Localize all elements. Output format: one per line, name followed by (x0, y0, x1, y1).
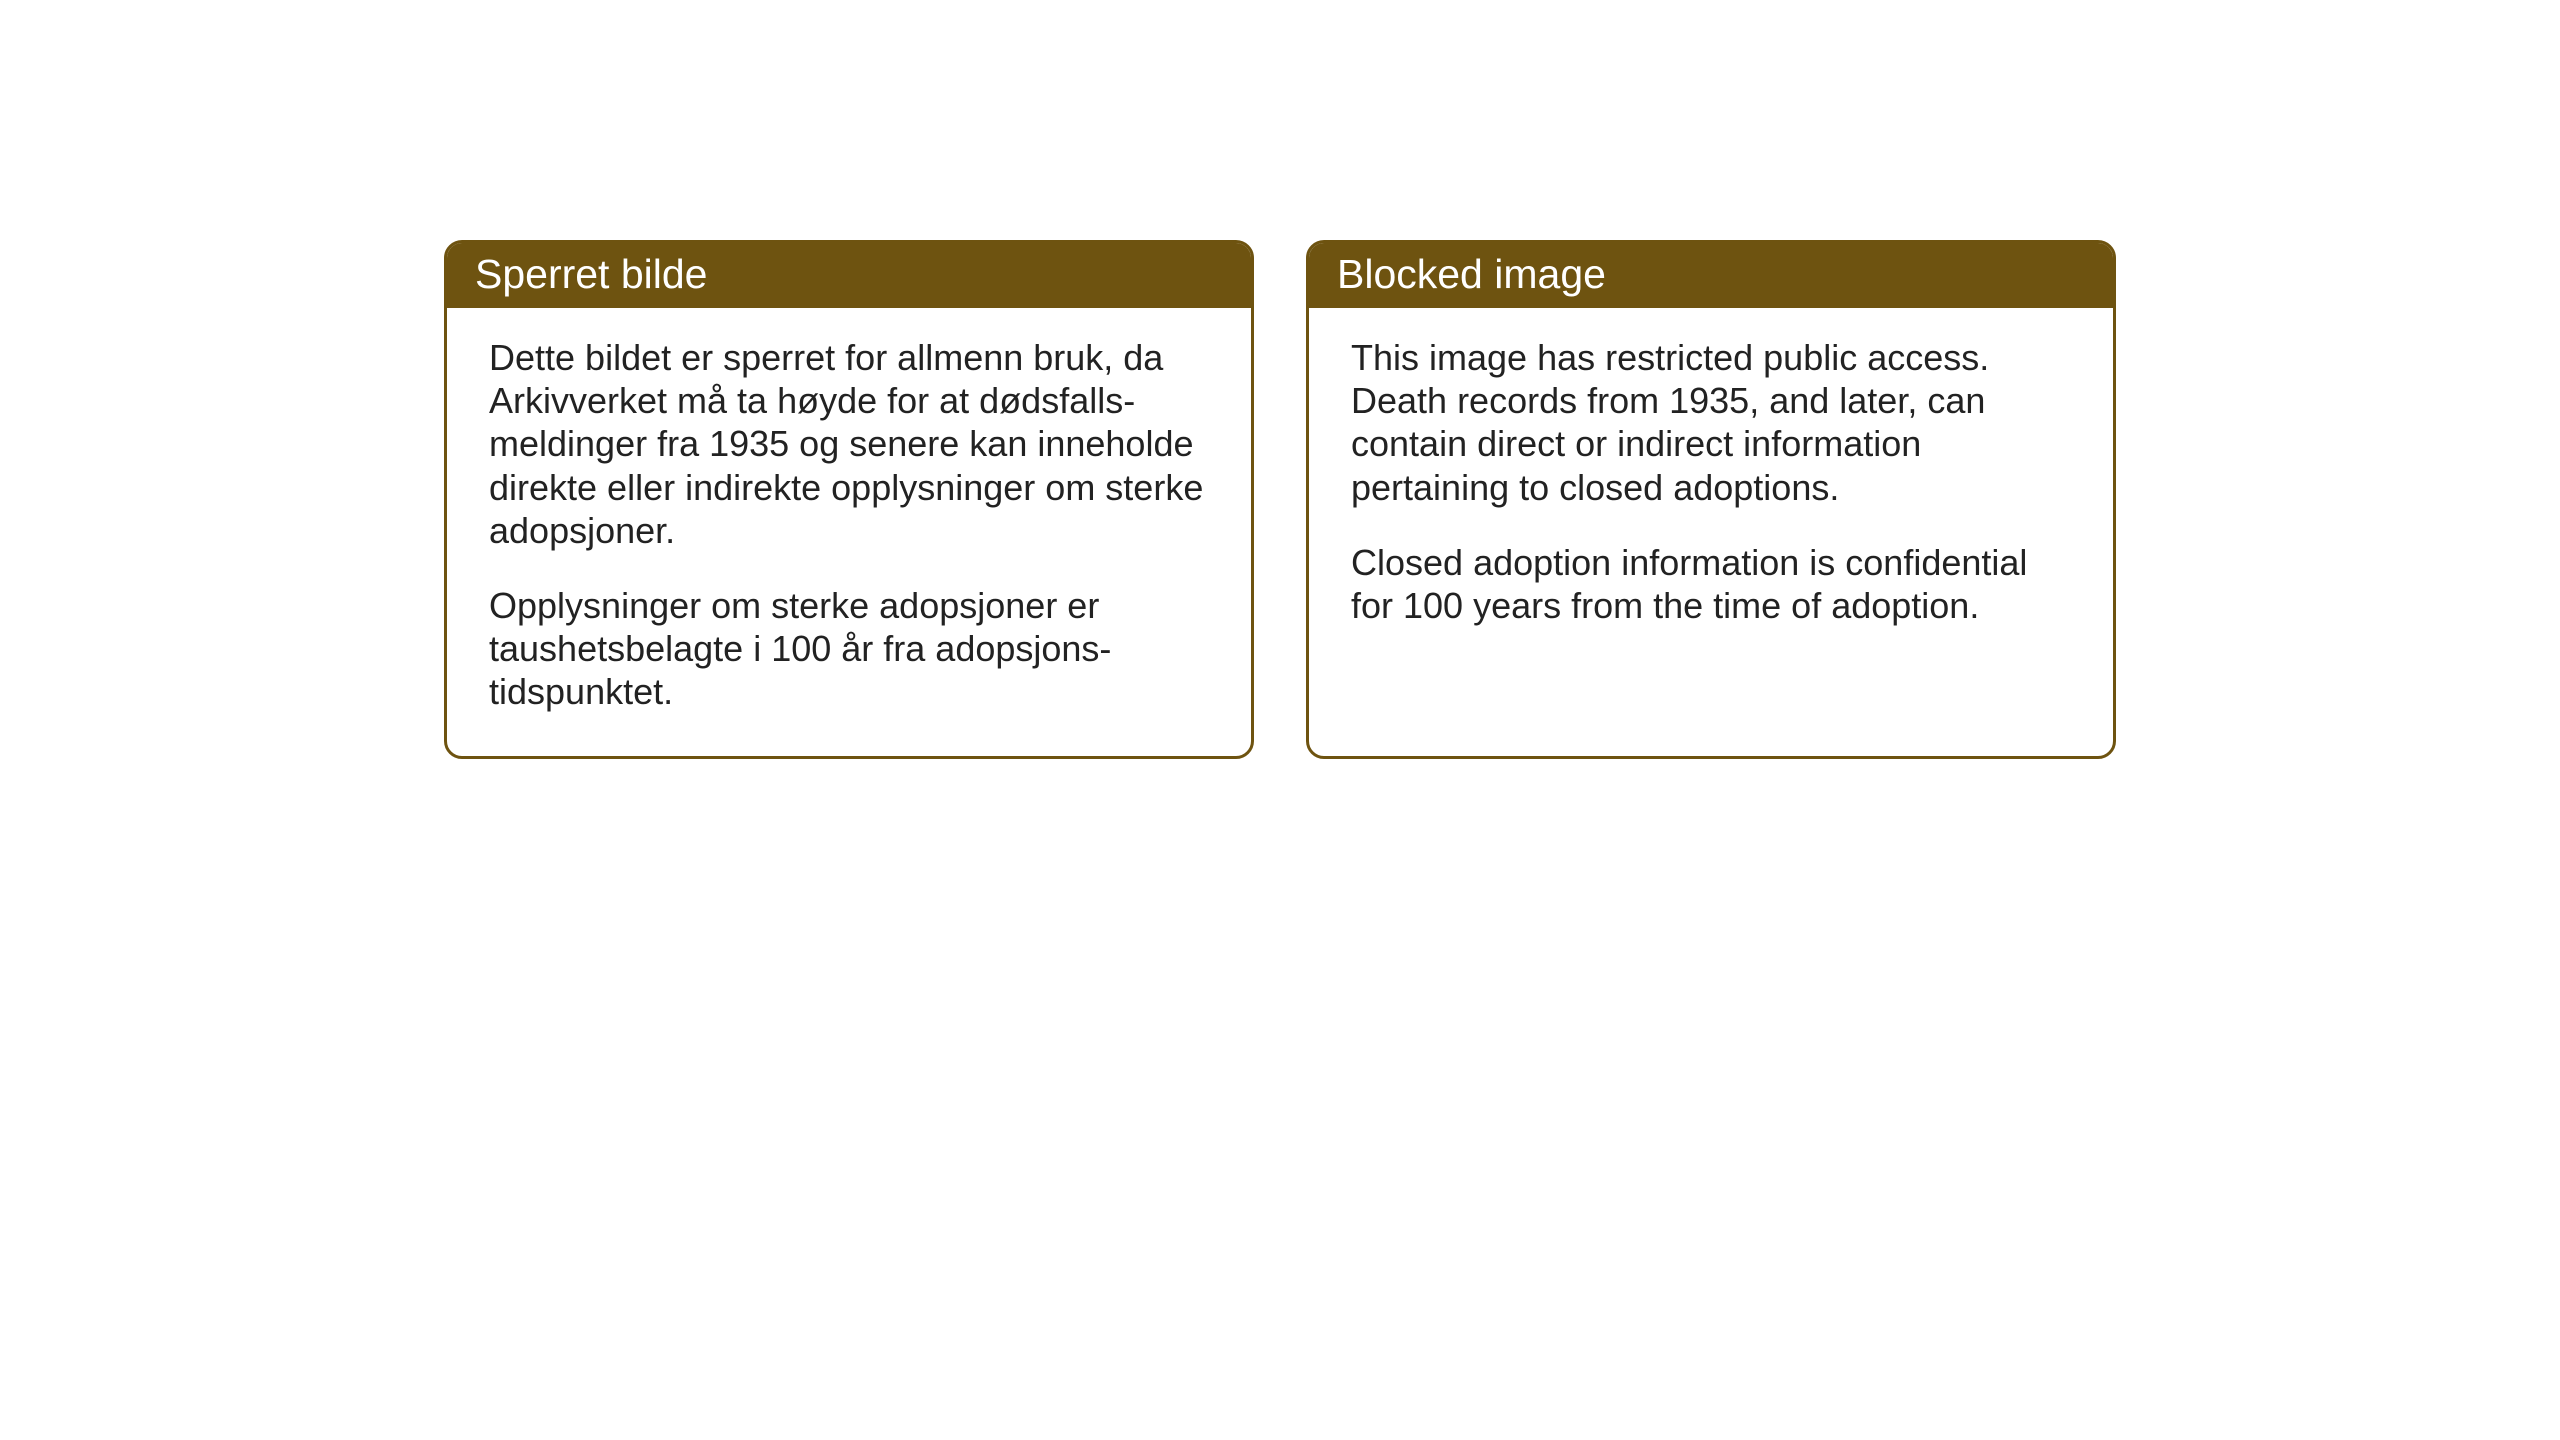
card-body: Dette bildet er sperret for allmenn bruk… (447, 308, 1251, 756)
card-paragraph: Closed adoption information is confident… (1351, 541, 2071, 627)
card-title: Sperret bilde (475, 251, 707, 297)
card-title: Blocked image (1337, 251, 1606, 297)
card-paragraph: This image has restricted public access.… (1351, 336, 2071, 509)
notice-container: Sperret bilde Dette bildet er sperret fo… (444, 240, 2116, 759)
card-paragraph: Opplysninger om sterke adopsjoner er tau… (489, 584, 1209, 714)
card-body: This image has restricted public access.… (1309, 308, 2113, 669)
notice-card-english: Blocked image This image has restricted … (1306, 240, 2116, 759)
card-header: Blocked image (1309, 243, 2113, 308)
card-paragraph: Dette bildet er sperret for allmenn bruk… (489, 336, 1209, 552)
notice-card-norwegian: Sperret bilde Dette bildet er sperret fo… (444, 240, 1254, 759)
card-header: Sperret bilde (447, 243, 1251, 308)
